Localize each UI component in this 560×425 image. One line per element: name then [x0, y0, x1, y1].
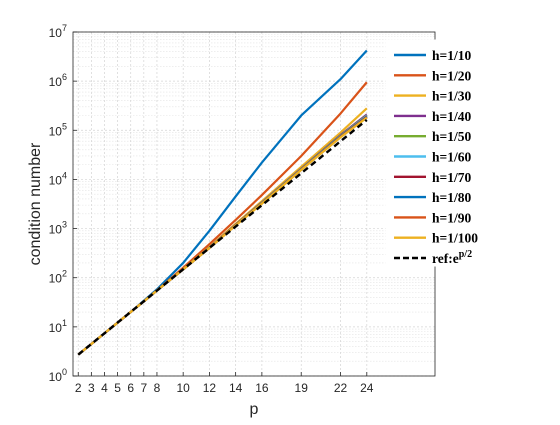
legend-label: h=1/50 [432, 129, 471, 144]
x-tick-label: 7 [140, 381, 147, 395]
x-tick-label: 4 [101, 381, 108, 395]
legend-label: h=1/30 [432, 89, 471, 104]
legend-label: h=1/80 [432, 190, 471, 205]
legend-label: h=1/90 [432, 210, 471, 225]
x-tick-label: 19 [295, 381, 309, 395]
legend-items: h=1/10 h=1/20 h=1/30 h=1/40 h=1/50 h=1/60 h=1/… [394, 48, 478, 266]
y-tick-label: 107 [49, 23, 67, 40]
legend-label: h=1/10 [432, 48, 471, 63]
legend-label: ref:ep/2 [432, 249, 472, 266]
x-tick-label: 8 [154, 381, 161, 395]
y-tick-label: 102 [49, 269, 67, 286]
x-tick-label: 10 [176, 381, 190, 395]
x-tick-label: 3 [88, 381, 95, 395]
x-tick-label: 2 [75, 381, 82, 395]
legend-box [385, 39, 520, 267]
legend-label: h=1/70 [432, 170, 471, 185]
y-tick-label: 101 [49, 318, 67, 335]
x-tick-label: 16 [255, 381, 269, 395]
series-line-10 [77, 116, 368, 356]
x-tick-label: 24 [360, 381, 374, 395]
x-axis-label: p [250, 401, 259, 418]
y-tick-label: 105 [49, 121, 67, 138]
series-lines [77, 49, 368, 356]
axis-ticks: 100 101 102 103 104 105 106 107 2 3 4 5 6 7 8 10 12 14 16 1… [49, 23, 374, 395]
y-tick-label: 106 [49, 72, 67, 89]
legend-label: h=1/100 [432, 231, 478, 246]
legend-label: h=1/20 [432, 68, 471, 83]
x-tick-label: 12 [203, 381, 217, 395]
legend-label: h=1/40 [432, 109, 471, 124]
grid [73, 31, 435, 377]
y-tick-label: 104 [49, 170, 67, 187]
y-axis-label: condition number [27, 142, 44, 265]
y-tick-label: 103 [49, 220, 67, 237]
x-tick-label: 14 [229, 381, 243, 395]
x-tick-label: 6 [127, 381, 134, 395]
y-tick-label: 100 [49, 367, 67, 384]
x-tick-label: 5 [114, 381, 121, 395]
legend-label: h=1/60 [432, 150, 471, 165]
x-tick-label: 22 [334, 381, 348, 395]
legend: h=1/10 h=1/20 h=1/30 h=1/40 h=1/50 h=1/60 h=1/… [385, 39, 520, 267]
